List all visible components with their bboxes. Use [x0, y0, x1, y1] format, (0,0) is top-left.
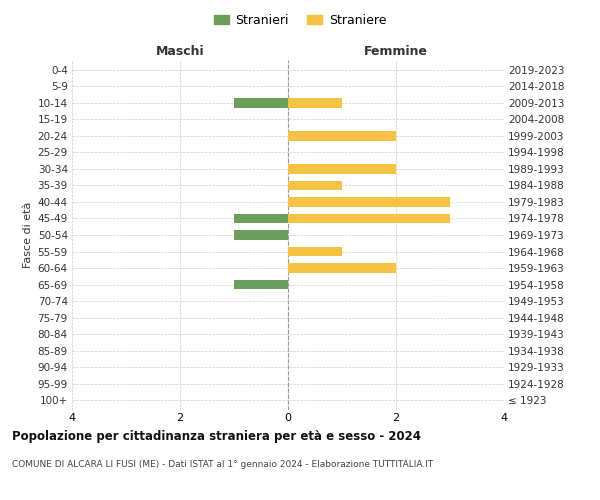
Bar	[288, 164, 396, 174]
Bar	[288, 180, 342, 190]
Y-axis label: Fasce di età: Fasce di età	[23, 202, 34, 268]
Bar	[234, 98, 288, 108]
Text: Popolazione per cittadinanza straniera per età e sesso - 2024: Popolazione per cittadinanza straniera p…	[12, 430, 421, 443]
Bar	[288, 131, 396, 141]
Bar	[288, 197, 450, 207]
Text: COMUNE DI ALCARA LI FUSI (ME) - Dati ISTAT al 1° gennaio 2024 - Elaborazione TUT: COMUNE DI ALCARA LI FUSI (ME) - Dati IST…	[12, 460, 433, 469]
Text: Maschi: Maschi	[155, 44, 205, 58]
Bar	[234, 214, 288, 224]
Bar	[288, 246, 342, 256]
Bar	[288, 214, 450, 224]
Legend: Stranieri, Straniere: Stranieri, Straniere	[209, 8, 391, 32]
Bar	[288, 98, 342, 108]
Text: Femmine: Femmine	[364, 44, 428, 58]
Bar	[234, 280, 288, 289]
Bar	[288, 263, 396, 273]
Bar	[234, 230, 288, 240]
